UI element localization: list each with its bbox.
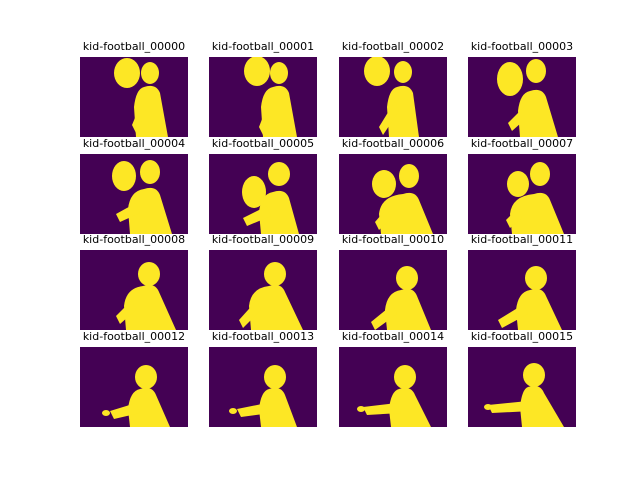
child-head xyxy=(526,59,546,83)
child-hand xyxy=(357,406,365,412)
segmentation-mask xyxy=(209,347,317,427)
child-arm xyxy=(259,101,273,135)
child-hand xyxy=(484,404,492,410)
football xyxy=(372,170,396,198)
child-body xyxy=(389,387,431,427)
child-body xyxy=(520,385,564,427)
child-arm xyxy=(110,403,140,419)
child-body xyxy=(249,284,303,330)
child-arm xyxy=(508,105,530,131)
child-body xyxy=(385,288,431,330)
football xyxy=(507,171,529,197)
football xyxy=(364,57,390,86)
child-head xyxy=(138,262,160,286)
child-arm xyxy=(498,304,528,328)
child-arm xyxy=(132,101,146,133)
frame-title: kid-football_00003 xyxy=(470,40,574,53)
child-head xyxy=(264,365,286,389)
segmentation-mask xyxy=(468,154,576,234)
child-arm xyxy=(506,208,522,228)
segmentation-mask xyxy=(209,154,317,234)
child-arm xyxy=(371,304,397,330)
frame-title: kid-football_00005 xyxy=(211,137,315,150)
child-body xyxy=(379,192,433,234)
football xyxy=(112,161,136,191)
child-hand xyxy=(102,410,110,416)
child-body xyxy=(259,190,299,234)
child-arm xyxy=(375,208,391,230)
segmentation-mask xyxy=(209,250,317,330)
child-arm xyxy=(116,203,140,222)
segmentation-mask xyxy=(468,250,576,330)
football xyxy=(242,176,266,208)
frame-title: kid-football_00013 xyxy=(211,330,315,343)
child-head xyxy=(530,162,550,186)
child-head xyxy=(394,365,416,389)
child-head xyxy=(140,160,160,184)
child-body xyxy=(124,284,176,330)
child-hand xyxy=(229,408,237,414)
child-body xyxy=(387,85,419,137)
frame-title: kid-football_00007 xyxy=(470,137,574,150)
child-arm xyxy=(239,300,261,328)
child-arm xyxy=(116,300,136,324)
frame-title: kid-football_00009 xyxy=(211,233,315,246)
frame-title: kid-football_00004 xyxy=(82,137,186,150)
segmentation-mask xyxy=(209,57,317,137)
segmentation-mask xyxy=(468,57,576,137)
child-body xyxy=(510,192,564,234)
frame-title: kid-football_00008 xyxy=(82,233,186,246)
child-body xyxy=(261,85,297,137)
child-head xyxy=(264,262,286,286)
child-body xyxy=(259,387,297,427)
child-arm xyxy=(379,101,399,135)
child-head xyxy=(141,62,159,84)
child-head xyxy=(399,164,419,188)
segmentation-mask xyxy=(80,250,188,330)
child-body xyxy=(518,89,558,137)
segmentation-mask xyxy=(80,154,188,234)
frame-title: kid-football_00012 xyxy=(82,330,186,343)
child-arm xyxy=(363,403,401,415)
frame-title: kid-football_00001 xyxy=(211,40,315,53)
segmentation-mask xyxy=(339,347,447,427)
frame-title: kid-football_00015 xyxy=(470,330,574,343)
frame-title: kid-football_00010 xyxy=(341,233,445,246)
frame-title: kid-football_00006 xyxy=(341,137,445,150)
child-head xyxy=(523,363,545,387)
child-head xyxy=(396,266,418,290)
segmentation-mask xyxy=(339,154,447,234)
child-arm xyxy=(237,403,271,417)
football xyxy=(114,58,140,88)
child-head xyxy=(268,162,290,186)
segmentation-mask xyxy=(80,347,188,427)
child-body xyxy=(128,187,172,234)
segmentation-mask xyxy=(468,347,576,427)
frame-title: kid-football_00000 xyxy=(82,40,186,53)
child-arm xyxy=(243,206,271,226)
frame-title: kid-football_00014 xyxy=(341,330,445,343)
frame-title: kid-football_00011 xyxy=(470,233,574,246)
frame-title: kid-football_00002 xyxy=(341,40,445,53)
segmentation-mask xyxy=(339,57,447,137)
child-body xyxy=(134,85,168,137)
child-arm xyxy=(488,401,532,413)
child-head xyxy=(525,266,547,290)
child-body xyxy=(516,288,562,330)
child-head xyxy=(135,365,157,389)
segmentation-mask xyxy=(80,57,188,137)
football xyxy=(497,62,523,96)
child-body xyxy=(128,387,170,427)
child-head xyxy=(270,62,288,84)
child-head xyxy=(394,61,412,83)
segmentation-mask xyxy=(339,250,447,330)
football xyxy=(244,57,270,86)
